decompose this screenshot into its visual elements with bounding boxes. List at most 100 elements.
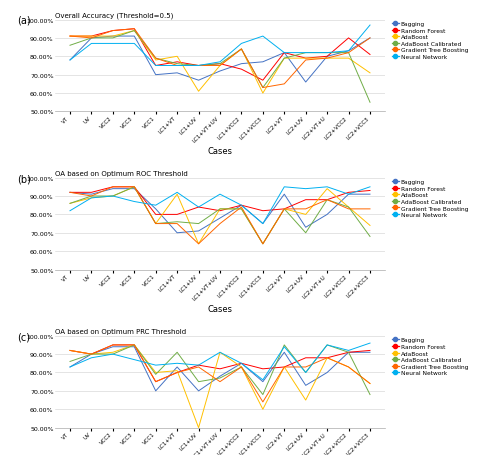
Neural Network xyxy=(196,64,202,69)
Neural Network xyxy=(324,185,330,190)
Line: Gradient Tree Boosting: Gradient Tree Boosting xyxy=(70,345,370,402)
Bagging xyxy=(367,192,373,197)
Random Forest xyxy=(302,56,308,62)
Gradient Tree Boosting xyxy=(152,56,158,62)
Gradient Tree Boosting xyxy=(88,194,94,199)
AdaBoost xyxy=(260,242,266,247)
Legend: Bagging, Random Forest, AdaBoost, AdaBoost Calibrated, Gradient Tree Boosting, N: Bagging, Random Forest, AdaBoost, AdaBoo… xyxy=(391,179,468,218)
Gradient Tree Boosting xyxy=(238,364,244,370)
AdaBoost Calibrated xyxy=(302,231,308,236)
AdaBoost xyxy=(302,212,308,217)
AdaBoost xyxy=(238,207,244,212)
Bagging xyxy=(238,203,244,208)
Random Forest xyxy=(238,203,244,208)
AdaBoost Calibrated xyxy=(367,392,373,397)
Line: Gradient Tree Boosting: Gradient Tree Boosting xyxy=(70,187,370,244)
AdaBoost Calibrated xyxy=(196,64,202,69)
Random Forest xyxy=(346,36,352,41)
AdaBoost xyxy=(88,34,94,40)
Neural Network xyxy=(196,205,202,210)
Bagging xyxy=(132,344,138,350)
Random Forest xyxy=(67,34,73,40)
Line: Neural Network: Neural Network xyxy=(70,26,370,66)
Random Forest xyxy=(238,361,244,366)
Line: Neural Network: Neural Network xyxy=(70,344,370,380)
Bagging xyxy=(196,229,202,234)
Bagging xyxy=(196,388,202,394)
Gradient Tree Boosting xyxy=(367,381,373,386)
Gradient Tree Boosting xyxy=(174,222,180,227)
Neural Network xyxy=(132,357,138,363)
AdaBoost xyxy=(110,34,116,40)
Gradient Tree Boosting xyxy=(238,47,244,53)
Neural Network xyxy=(67,364,73,370)
Line: Random Forest: Random Forest xyxy=(70,30,370,81)
Bagging xyxy=(67,190,73,196)
Neural Network xyxy=(132,199,138,205)
Gradient Tree Boosting xyxy=(174,64,180,69)
Gradient Tree Boosting xyxy=(110,185,116,190)
Gradient Tree Boosting xyxy=(196,242,202,247)
AdaBoost xyxy=(282,207,288,212)
Gradient Tree Boosting xyxy=(260,242,266,247)
Gradient Tree Boosting xyxy=(238,205,244,210)
Neural Network xyxy=(238,361,244,366)
Bagging xyxy=(282,350,288,355)
Bagging xyxy=(196,78,202,84)
AdaBoost xyxy=(196,425,202,430)
Random Forest xyxy=(88,190,94,196)
Bagging xyxy=(238,361,244,366)
Line: Bagging: Bagging xyxy=(70,37,370,83)
Gradient Tree Boosting xyxy=(174,370,180,375)
Gradient Tree Boosting xyxy=(152,222,158,227)
Gradient Tree Boosting xyxy=(282,364,288,370)
Neural Network xyxy=(324,51,330,56)
Bagging xyxy=(152,73,158,78)
AdaBoost xyxy=(367,223,373,229)
AdaBoost Calibrated xyxy=(88,194,94,199)
Gradient Tree Boosting xyxy=(67,190,73,196)
Gradient Tree Boosting xyxy=(110,343,116,348)
Random Forest xyxy=(260,78,266,84)
Line: AdaBoost: AdaBoost xyxy=(70,31,370,94)
Neural Network xyxy=(67,208,73,214)
AdaBoost Calibrated xyxy=(324,51,330,56)
AdaBoost xyxy=(302,398,308,403)
Bagging xyxy=(324,370,330,375)
Random Forest xyxy=(346,190,352,196)
AdaBoost xyxy=(67,34,73,40)
Gradient Tree Boosting xyxy=(260,399,266,405)
Random Forest xyxy=(324,55,330,60)
Gradient Tree Boosting xyxy=(324,56,330,62)
Neural Network xyxy=(132,41,138,47)
AdaBoost xyxy=(217,350,223,355)
Gradient Tree Boosting xyxy=(302,58,308,64)
AdaBoost Calibrated xyxy=(302,370,308,375)
AdaBoost Calibrated xyxy=(67,43,73,49)
Gradient Tree Boosting xyxy=(132,343,138,348)
AdaBoost Calibrated xyxy=(217,62,223,67)
Random Forest xyxy=(152,64,158,69)
Line: Gradient Tree Boosting: Gradient Tree Boosting xyxy=(70,30,370,88)
Random Forest xyxy=(132,343,138,348)
Neural Network xyxy=(152,203,158,208)
Bagging xyxy=(217,69,223,75)
Random Forest xyxy=(217,208,223,214)
AdaBoost Calibrated xyxy=(174,62,180,67)
AdaBoost Calibrated xyxy=(346,205,352,210)
Neural Network xyxy=(217,60,223,66)
Line: Neural Network: Neural Network xyxy=(70,187,370,224)
Random Forest xyxy=(110,185,116,190)
X-axis label: Cases: Cases xyxy=(208,304,233,313)
Random Forest xyxy=(196,363,202,368)
Gradient Tree Boosting xyxy=(302,207,308,212)
Random Forest xyxy=(367,348,373,354)
AdaBoost xyxy=(346,56,352,62)
AdaBoost xyxy=(324,355,330,361)
Text: OA based on Optimum PRC Threshold: OA based on Optimum PRC Threshold xyxy=(55,328,186,334)
Random Forest xyxy=(174,370,180,375)
Neural Network xyxy=(174,190,180,196)
AdaBoost Calibrated xyxy=(152,372,158,377)
AdaBoost xyxy=(67,348,73,354)
AdaBoost Calibrated xyxy=(132,343,138,348)
